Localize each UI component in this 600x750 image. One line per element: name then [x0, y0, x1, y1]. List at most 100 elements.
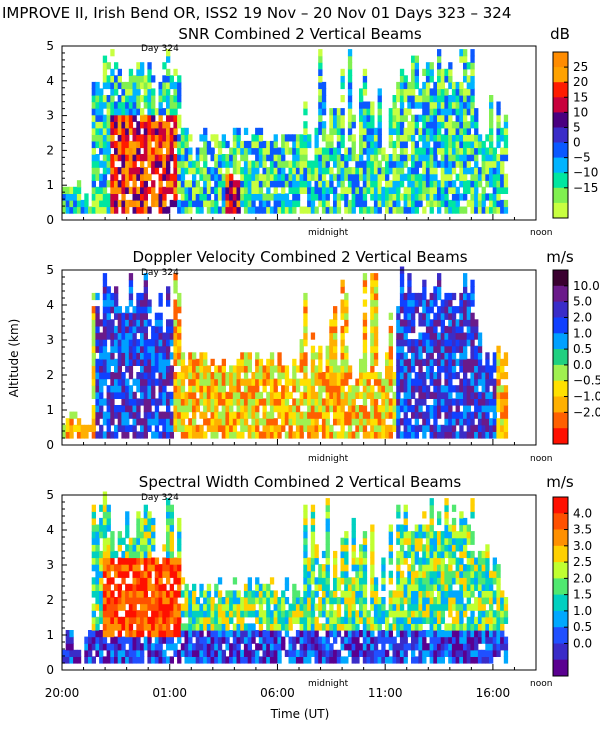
heatmap-cell	[180, 623, 186, 631]
heatmap-cell	[359, 610, 364, 618]
heatmap-cell	[448, 134, 453, 142]
heatmap-cell	[466, 140, 471, 149]
heatmap-cell	[407, 186, 412, 194]
heatmap-cell	[240, 411, 245, 419]
heatmap-cell	[370, 312, 375, 320]
heatmap-cell	[132, 630, 137, 638]
heatmap-cell	[399, 557, 405, 565]
heatmap-cell	[429, 636, 434, 644]
y-tick-label: 2	[46, 368, 54, 382]
heatmap-cell	[347, 411, 353, 419]
heatmap-cell	[128, 75, 134, 83]
heatmap-cell	[485, 405, 490, 413]
heatmap-cell	[128, 656, 134, 664]
heatmap-cell	[336, 199, 342, 208]
heatmap-cell	[437, 81, 442, 90]
heatmap-cell	[347, 418, 353, 426]
heatmap-cell	[151, 167, 156, 175]
heatmap-cell	[143, 127, 148, 135]
heatmap-cell	[221, 649, 226, 657]
heatmap-cell	[284, 583, 290, 591]
heatmap-cell	[106, 544, 111, 552]
heatmap-cell	[125, 531, 130, 539]
heatmap-cell	[377, 597, 382, 605]
heatmap-cell	[203, 418, 208, 426]
heatmap-cell	[429, 643, 434, 651]
colorbar-tick-label: −1.0	[573, 390, 600, 404]
heatmap-cell	[310, 610, 316, 618]
heatmap-cell	[373, 358, 379, 366]
heatmap-cell	[373, 418, 379, 426]
heatmap-cell	[437, 583, 442, 591]
heatmap-cell	[210, 398, 215, 406]
heatmap-cell	[433, 597, 438, 605]
heatmap-cell	[347, 75, 353, 83]
heatmap-cell	[340, 570, 345, 578]
heatmap-cell	[84, 206, 89, 214]
heatmap-cell	[110, 616, 115, 624]
heatmap-cell	[292, 610, 297, 618]
heatmap-cell	[269, 643, 275, 651]
heatmap-cell	[448, 431, 453, 439]
heatmap-cell	[466, 391, 471, 399]
heatmap-cell	[166, 68, 171, 76]
heatmap-cell	[188, 365, 193, 373]
heatmap-cell	[366, 127, 371, 135]
heatmap-cell	[266, 610, 271, 618]
heatmap-cell	[344, 544, 349, 552]
heatmap-cell	[381, 610, 386, 618]
heatmap-cell	[392, 372, 397, 380]
panel-title-doppler: Doppler Velocity Combined 2 Vertical Bea…	[132, 248, 467, 266]
heatmap-cell	[106, 167, 111, 175]
heatmap-cell	[303, 398, 308, 406]
heatmap-cell	[433, 610, 438, 618]
heatmap-cell	[277, 206, 282, 214]
heatmap-cell	[162, 167, 167, 175]
heatmap-cell	[166, 577, 171, 585]
heatmap-cell	[336, 398, 342, 406]
heatmap-cell	[266, 590, 271, 598]
heatmap-cell	[292, 385, 297, 393]
heatmap-cell	[195, 649, 200, 657]
heatmap-cell	[344, 167, 349, 175]
heatmap-cell	[411, 325, 416, 334]
heatmap-cell	[359, 616, 364, 624]
heatmap-cell	[221, 610, 226, 618]
heatmap-cell	[262, 405, 267, 413]
heatmap-cell	[214, 199, 219, 208]
heatmap-cell	[117, 75, 122, 83]
heatmap-cell	[418, 616, 423, 624]
heatmap-cell	[403, 299, 408, 307]
heatmap-cell	[470, 167, 475, 175]
panel-title-snr: SNR Combined 2 Vertical Beams	[178, 25, 421, 43]
heatmap-cell	[347, 206, 353, 214]
heatmap-cell	[266, 167, 271, 175]
heatmap-cell	[344, 193, 349, 201]
heatmap-cell	[158, 431, 163, 439]
heatmap-cell	[448, 160, 453, 168]
heatmap-cell	[110, 101, 115, 109]
heatmap-cell	[158, 121, 163, 129]
heatmap-cell	[102, 378, 108, 386]
heatmap-cell	[485, 372, 490, 380]
heatmap-cell	[385, 405, 390, 413]
heatmap-cell	[295, 167, 301, 175]
heatmap-cell	[117, 365, 122, 373]
heatmap-cell	[225, 424, 230, 432]
heatmap-cell	[321, 643, 327, 651]
heatmap-cell	[125, 114, 130, 122]
heatmap-cell	[91, 339, 96, 347]
heatmap-cell	[403, 531, 408, 539]
heatmap-cell	[143, 577, 148, 585]
heatmap-cell	[414, 372, 419, 380]
heatmap-cell	[173, 590, 178, 598]
heatmap-cell	[132, 656, 137, 664]
heatmap-cell	[362, 147, 368, 155]
heatmap-cell	[225, 398, 230, 406]
heatmap-cell	[359, 101, 364, 109]
heatmap-cell	[266, 147, 271, 155]
heatmap-cell	[344, 411, 349, 419]
heatmap-cell	[99, 531, 104, 539]
heatmap-cell	[273, 603, 278, 611]
heatmap-cell	[117, 649, 122, 657]
